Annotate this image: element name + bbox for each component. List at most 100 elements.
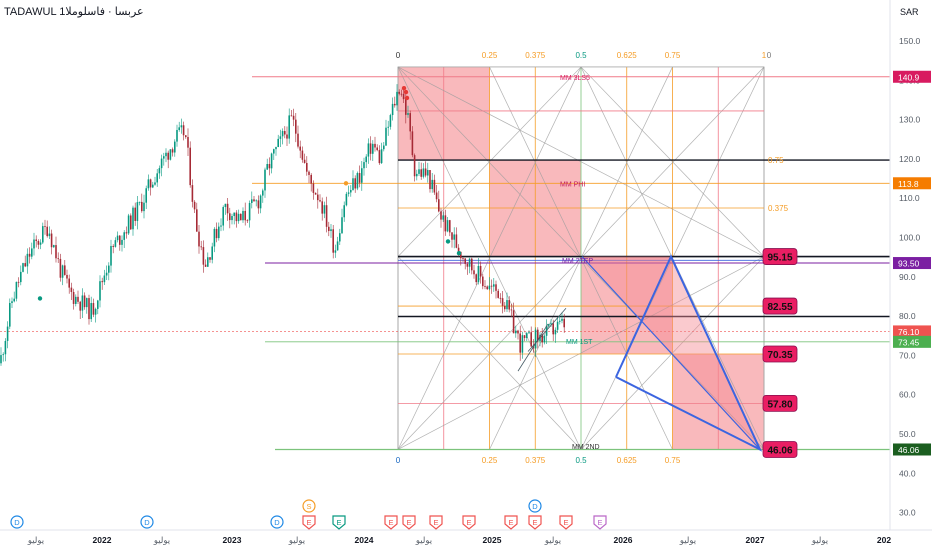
fib-bottom-label: 0.75	[665, 456, 681, 465]
candle-body	[374, 143, 376, 148]
marker-dot-5	[404, 95, 410, 101]
target-tag-label: 70.35	[767, 350, 792, 361]
event-marker-bg	[559, 515, 573, 530]
candle-body	[185, 135, 187, 138]
candle-body	[158, 168, 161, 174]
candle-body	[314, 192, 317, 195]
candle-body	[308, 171, 310, 175]
candle-body	[88, 298, 90, 320]
candle-body	[79, 301, 81, 311]
candle-body	[460, 251, 462, 259]
candle-body	[517, 330, 519, 334]
fib-top-label: 0.625	[617, 51, 638, 60]
candle-body	[237, 213, 240, 222]
candle-body	[270, 153, 273, 169]
candle-body	[367, 143, 370, 157]
candle-body	[486, 286, 488, 290]
candle-body	[55, 245, 57, 259]
candle-body	[528, 332, 530, 334]
candle-body	[138, 201, 141, 203]
candles	[0, 84, 567, 372]
candle-body	[61, 265, 64, 278]
price-tick: 110.0	[899, 193, 920, 203]
price-tag-label: 73.45	[898, 337, 920, 347]
candle-body	[262, 190, 264, 196]
event-marker-label: E	[597, 518, 602, 527]
marker-dot-4	[403, 89, 409, 95]
candle-body	[330, 229, 332, 232]
candle-body	[182, 125, 185, 136]
symbol-header: TADAWUL 1عربسا · فاسلوملا	[4, 5, 144, 18]
time-tick: 2025	[483, 535, 502, 545]
candle-body	[446, 220, 449, 232]
candle-body	[108, 265, 110, 273]
candle-body	[231, 216, 233, 221]
target-tag-bg	[762, 394, 798, 412]
mm-level-label: MM 3LS5	[560, 75, 590, 82]
price-tag-label: 46.06	[898, 445, 920, 455]
candle-body	[495, 284, 497, 291]
marker-dot-1	[343, 181, 349, 186]
right-fib-label: 0.75	[768, 156, 784, 165]
candle-body	[264, 169, 266, 191]
candle-body	[409, 113, 411, 132]
event-marker-bg	[593, 515, 607, 530]
candle-body	[94, 308, 97, 315]
candle-body	[306, 162, 308, 172]
mm-level-label: MM PHI	[560, 181, 585, 188]
candle-body	[411, 131, 414, 156]
candle-body	[174, 141, 176, 153]
candle-body	[196, 209, 198, 232]
event-marker-bg	[402, 515, 416, 530]
candle-body	[398, 91, 400, 94]
candle-body	[334, 250, 337, 253]
candle-body	[13, 298, 15, 302]
candle-body	[510, 309, 513, 311]
candle-body	[561, 318, 563, 321]
time-tick: يوليو	[27, 535, 45, 545]
candle-body	[292, 115, 295, 120]
candle-body	[119, 235, 121, 245]
candle-body	[473, 270, 475, 275]
candle-body	[431, 179, 433, 190]
price-tick: 100.0	[899, 233, 921, 243]
time-tick: يوليو	[153, 535, 171, 545]
time-tick: 2023	[223, 535, 242, 545]
candle-body	[383, 145, 385, 150]
event-marker-bg	[332, 515, 346, 530]
candle-body	[455, 234, 458, 248]
candle-body	[235, 212, 238, 222]
event-marker-label: D	[274, 518, 280, 527]
candle-body	[556, 321, 559, 330]
price-tag-bg	[893, 443, 931, 456]
fan-line-13	[489, 66, 673, 450]
mm-level-label: MM 2ND	[572, 444, 600, 451]
projection-triangle	[581, 254, 763, 452]
fib-bottom-label: 0	[396, 456, 401, 465]
candle-body	[66, 274, 68, 279]
candle-body	[484, 286, 486, 287]
candle-body	[418, 169, 420, 174]
candle-body	[464, 258, 466, 264]
candle-body	[281, 131, 284, 137]
candle-body	[31, 248, 33, 257]
mm-level-label: MM 1ST	[566, 339, 593, 346]
candle-body	[123, 232, 125, 240]
candle-body	[26, 253, 29, 267]
time-tick: 2027	[746, 535, 765, 545]
candle-body	[552, 323, 554, 335]
candle-body	[297, 133, 299, 147]
event-marker-bg	[140, 515, 154, 529]
candle-body	[17, 281, 20, 283]
event-marker-bg	[10, 515, 24, 529]
candle-body	[407, 113, 409, 115]
fib-bottom-label: 0.25	[482, 456, 498, 465]
candle-body	[97, 300, 99, 309]
candle-body	[28, 253, 31, 257]
candle-body	[438, 199, 440, 212]
candle-body	[526, 333, 528, 338]
candle-body	[275, 147, 277, 150]
candle-body	[444, 215, 447, 232]
candle-body	[499, 297, 502, 299]
